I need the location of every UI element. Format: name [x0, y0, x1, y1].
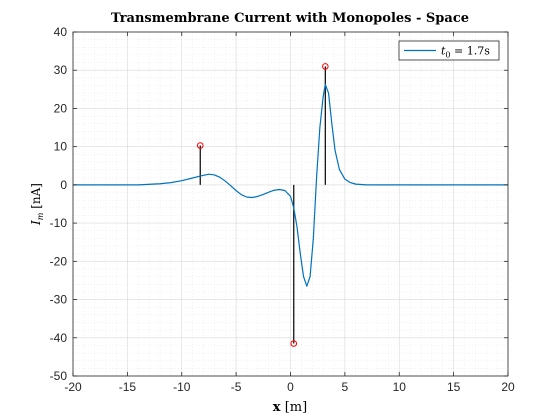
- stem-marker: [196, 142, 204, 149]
- x-tick-label: -10: [173, 380, 191, 394]
- x-tick-label: 20: [501, 380, 515, 394]
- y-tick-label: -40: [50, 331, 68, 345]
- stem-marker: [290, 340, 298, 347]
- legend-label: t0 = 1.7s: [441, 45, 490, 60]
- y-tick-label: -50: [50, 369, 68, 383]
- x-tick-label: -15: [119, 380, 137, 394]
- chart-title: Transmembrane Current with Monopoles - S…: [111, 11, 469, 26]
- x-tick-label: 15: [447, 380, 461, 394]
- x-axis-ticks: -20 -15 -10 -5 0 5 10 15 20: [64, 32, 515, 394]
- current-series: [73, 83, 508, 287]
- y-tick-label: -10: [50, 216, 68, 230]
- series-line: [73, 83, 508, 287]
- y-tick-label: -20: [50, 254, 68, 268]
- x-tick-label: 5: [342, 380, 349, 394]
- y-tick-label: 20: [54, 101, 68, 115]
- y-tick-label: 0: [60, 178, 67, 192]
- x-tick-label: 0: [287, 380, 294, 394]
- y-axis-label: Im [nA]: [29, 183, 45, 226]
- monopole-markers: [196, 63, 329, 347]
- y-axis-ticks: -50 -40 -30 -20 -10 0 10 20 30 40: [50, 25, 508, 383]
- x-tick-label: 10: [393, 380, 407, 394]
- y-tick-label: 30: [54, 63, 68, 77]
- x-tick-label: -5: [231, 380, 242, 394]
- x-axis-label: x [m]: [273, 400, 307, 415]
- y-tick-label: 10: [54, 140, 68, 154]
- x-tick-label: -20: [64, 380, 82, 394]
- minor-grid: [73, 32, 508, 376]
- legend: t0 = 1.7s: [398, 40, 500, 61]
- y-tick-label: 40: [54, 25, 68, 39]
- y-tick-label: -30: [50, 293, 68, 307]
- stem-marker: [322, 63, 329, 70]
- legend-box: [398, 40, 500, 61]
